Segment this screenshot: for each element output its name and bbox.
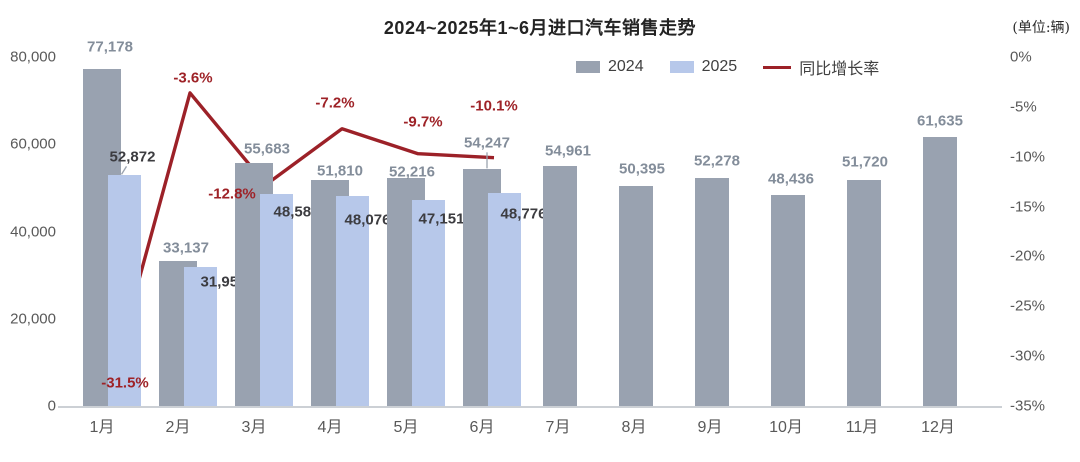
- x-axis-label-2月: 2月: [165, 419, 191, 436]
- bar-label-2025-4月: 48,076: [344, 211, 391, 229]
- legend-item-label: 2024: [608, 58, 644, 75]
- bar-label-2024-7月: 54,961: [545, 142, 591, 160]
- x-axis-label-6月: 6月: [469, 419, 495, 436]
- x-axis-label-3月: 3月: [241, 419, 267, 436]
- x-axis-label-10月: 10月: [769, 419, 803, 436]
- bar-2025-3月: [260, 194, 293, 406]
- growth-label-3月: -12.8%: [208, 185, 256, 203]
- x-axis-label-5月: 5月: [393, 419, 419, 436]
- x-axis-line: [58, 406, 1002, 408]
- legend-item-同比增长率: 同比增长率: [763, 55, 879, 79]
- label-leader-jan-2025: [120, 166, 128, 175]
- bar-2024-11月: [847, 180, 881, 406]
- x-axis-label-9月: 9月: [697, 419, 723, 436]
- y-axis-right-tick: -35%: [1010, 397, 1046, 415]
- unit-label: (单位:辆): [1012, 20, 1070, 36]
- growth-label-2月: -3.6%: [173, 69, 213, 87]
- bar-label-2025-3月: 48,580: [273, 203, 320, 221]
- legend-item-2025: 2025: [669, 58, 738, 76]
- bar-label-2024-2月: 33,137: [163, 239, 209, 257]
- bar-label-2024-12月: 61,635: [917, 112, 963, 130]
- growth-label-1月: -31.5%: [101, 374, 149, 392]
- chart-title: 2024~2025年1~6月进口汽车销售走势: [383, 18, 697, 38]
- bar-2024-12月: [923, 137, 957, 406]
- growth-label-4月: -7.2%: [315, 94, 355, 112]
- y-axis-left-tick: 0: [47, 397, 56, 415]
- bar-label-2024-11月: 51,720: [842, 153, 888, 171]
- y-axis-right-tick: -10%: [1010, 148, 1046, 166]
- x-axis-label-4月: 4月: [317, 419, 343, 436]
- bar-2025-1月: [108, 175, 141, 406]
- legend-swatch-icon: [576, 61, 600, 73]
- bar-label-2025-1月: 52,872: [109, 148, 156, 166]
- bar-2024-9月: [695, 177, 729, 406]
- x-axis-label-8月: 8月: [621, 419, 647, 436]
- y-axis-left-tick: 80,000: [10, 48, 56, 66]
- x-axis-label-11月: 11月: [845, 419, 879, 436]
- bar-label-2025-6月: 48,776: [500, 205, 547, 223]
- bar-label-2025-2月: 31,957: [200, 273, 247, 291]
- bar-label-2024-9月: 52,278: [694, 152, 740, 170]
- y-axis-left-tick: 20,000: [10, 310, 56, 328]
- y-axis-right-tick: -20%: [1010, 247, 1046, 265]
- legend: 2024 2025 同比增长率: [576, 55, 879, 79]
- y-axis-right-tick: 0%: [1010, 48, 1032, 66]
- bar-label-2024-4月: 51,810: [317, 162, 363, 180]
- bar-label-2024-3月: 55,683: [244, 140, 290, 158]
- x-axis-label-1月: 1月: [89, 419, 115, 436]
- bar-label-2024-5月: 52,216: [389, 163, 435, 181]
- legend-item-label: 2025: [701, 58, 738, 75]
- bar-label-2024-8月: 50,395: [619, 160, 665, 178]
- bar-2025-6月: [488, 193, 521, 406]
- legend-swatch-icon: [669, 61, 694, 73]
- y-axis-right-tick: -30%: [1010, 347, 1046, 365]
- x-axis-label-12月: 12月: [921, 419, 955, 436]
- bar-2025-5月: [412, 200, 445, 406]
- bar-label-2025-5月: 47,151: [418, 210, 465, 228]
- bar-label-2024-1月: 77,178: [87, 38, 133, 56]
- legend-item-2024: 2024: [576, 58, 644, 76]
- x-axis-label-7月: 7月: [545, 419, 571, 436]
- bar-2024-10月: [771, 194, 805, 406]
- y-axis-right-tick: -15%: [1010, 198, 1046, 216]
- legend-item-label: 同比增长率: [799, 61, 880, 78]
- y-axis-left-tick: 60,000: [10, 135, 56, 153]
- legend-line-icon: [763, 65, 792, 69]
- growth-label-5月: -9.7%: [403, 113, 443, 131]
- bar-2025-2月: [184, 266, 217, 406]
- y-axis-left-tick: 40,000: [10, 223, 56, 240]
- y-axis-right-tick: -5%: [1010, 98, 1037, 116]
- bar-label-2024-10月: 48,436: [768, 170, 814, 188]
- bar-2024-7月: [543, 166, 577, 406]
- growth-label-6月: -10.1%: [470, 97, 518, 115]
- bar-label-2024-6月: 54,247: [464, 134, 510, 152]
- y-axis-right-tick: -25%: [1010, 297, 1046, 315]
- bar-2024-8月: [619, 186, 653, 406]
- bar-2025-4月: [336, 196, 369, 406]
